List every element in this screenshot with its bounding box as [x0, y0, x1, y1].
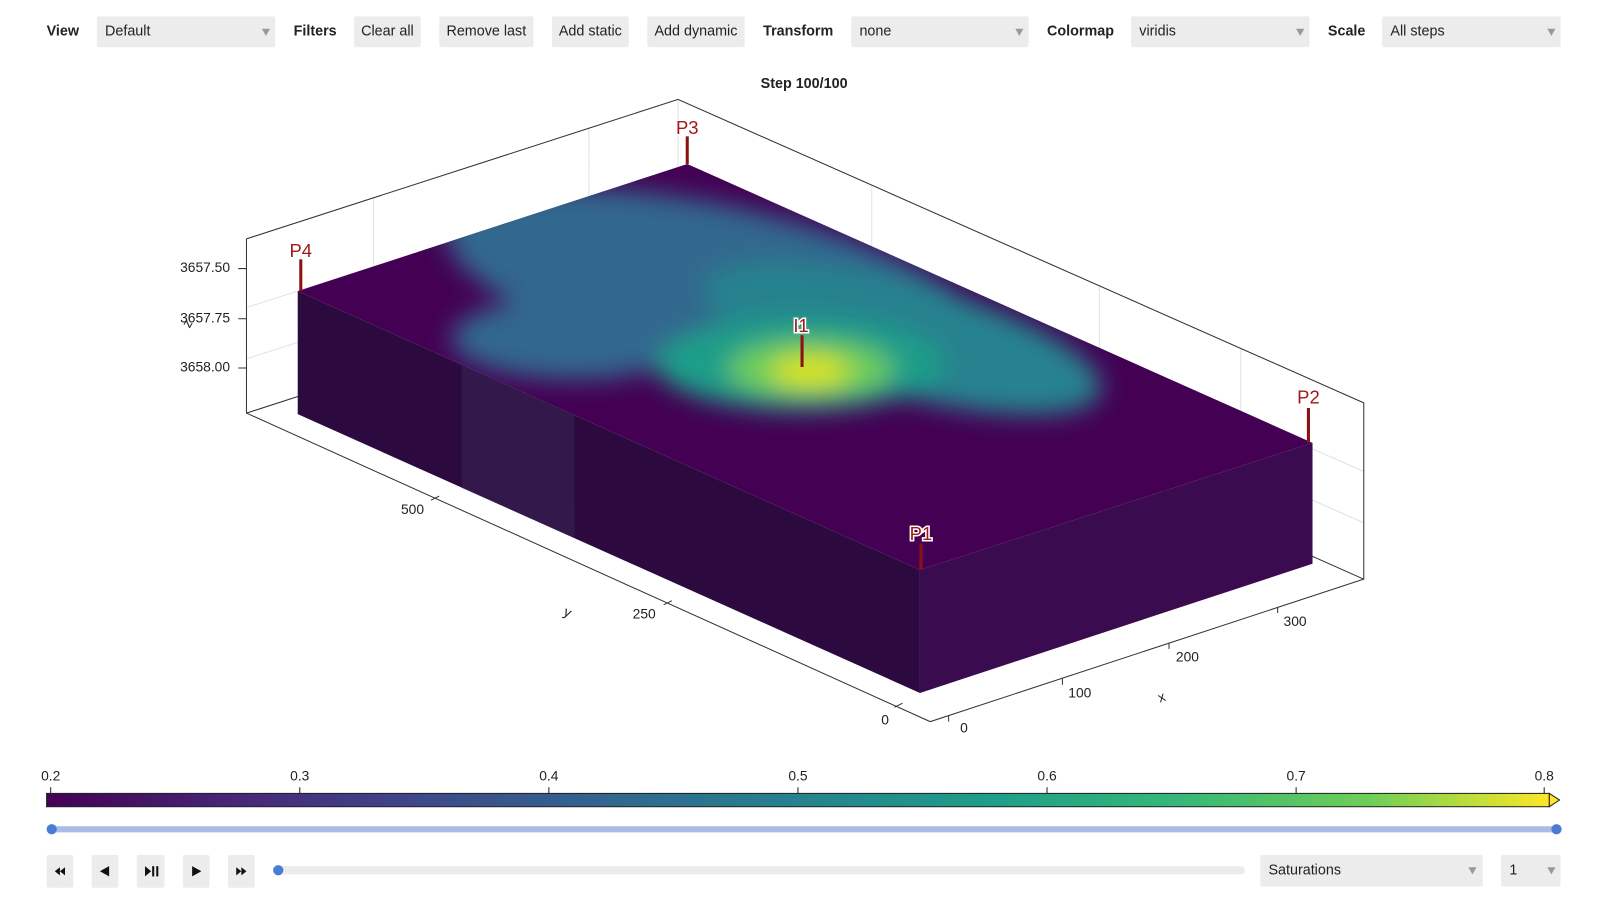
- playback-controls: Saturations 1: [46, 854, 1561, 888]
- colorbar-tick: 0.3: [290, 768, 310, 784]
- range-handle[interactable]: [46, 824, 57, 835]
- colorbar-tick: 0.7: [1287, 768, 1306, 784]
- button-label[interactable]: Clear all: [361, 24, 414, 40]
- button[interactable]: [354, 16, 421, 48]
- scale-dropdown[interactable]: All steps: [1382, 16, 1561, 48]
- button[interactable]: [439, 16, 534, 48]
- field-value[interactable]: Saturations: [1268, 863, 1341, 879]
- index-dropdown[interactable]: 1: [1501, 854, 1561, 887]
- play-pause-button[interactable]: [136, 854, 165, 888]
- time-handle[interactable]: [273, 865, 284, 876]
- time-slider[interactable]: [273, 865, 1245, 876]
- colorbar-tick: 0.8: [1535, 768, 1555, 784]
- well-label: P2: [1297, 387, 1320, 408]
- x-tick: 200: [1176, 649, 1199, 665]
- button[interactable]: [647, 16, 745, 48]
- view-value[interactable]: Default: [105, 24, 150, 40]
- button-label[interactable]: Add dynamic: [654, 24, 737, 40]
- well-label: P3: [676, 117, 699, 138]
- plot-title: Step 100/100: [761, 76, 848, 92]
- button-label[interactable]: Add static: [559, 24, 622, 40]
- colorbar-tick: 0.6: [1037, 768, 1057, 784]
- filters-label: Filters: [294, 24, 337, 40]
- scale-label: Scale: [1328, 24, 1366, 40]
- index-value[interactable]: 1: [1509, 863, 1517, 879]
- x-tick: 100: [1068, 685, 1091, 701]
- x-axis-label: x: [1155, 688, 1167, 705]
- colorbar-tick: 0.5: [788, 768, 808, 784]
- well-label: P4: [290, 240, 313, 261]
- well-label: P1: [910, 523, 933, 544]
- transform-value[interactable]: none: [859, 24, 891, 40]
- reservoir-block: [297, 164, 1313, 693]
- z-tick: 3657.50: [180, 259, 230, 275]
- transform-dropdown[interactable]: none: [851, 16, 1029, 48]
- field-dropdown[interactable]: Saturations: [1260, 854, 1483, 887]
- y-tick: 0: [881, 711, 889, 727]
- range-handle[interactable]: [1551, 824, 1562, 835]
- x-tick: 300: [1284, 613, 1307, 629]
- x-tick: 0: [960, 719, 968, 735]
- z-tick: 3658.00: [180, 359, 230, 375]
- rewind-button[interactable]: [46, 854, 74, 888]
- step-forward-button[interactable]: [182, 854, 210, 888]
- colorbar: 0.2 0.3 0.4 0.5 0.6 0.7 0.8: [41, 768, 1561, 808]
- colorbar-tick: 0.2: [41, 768, 60, 784]
- y-axis-label: y: [561, 603, 574, 620]
- colormap-dropdown[interactable]: viridis: [1131, 16, 1310, 48]
- transform-label: Transform: [763, 24, 833, 40]
- scale-value[interactable]: All steps: [1390, 24, 1444, 40]
- colorbar-tick: 0.4: [539, 768, 559, 784]
- y-tick: 500: [401, 501, 424, 517]
- view-dropdown[interactable]: Default: [96, 16, 276, 48]
- colormap-value[interactable]: viridis: [1139, 24, 1176, 40]
- colormap-label: Colormap: [1047, 24, 1114, 40]
- view-label: View: [47, 24, 80, 40]
- button[interactable]: [551, 16, 629, 48]
- toolbar: View Default Filters Clear all Remove la…: [47, 16, 1561, 48]
- well-label: I1: [793, 315, 808, 336]
- button-label[interactable]: Remove last: [446, 24, 526, 40]
- fast-forward-button[interactable]: [228, 854, 255, 888]
- step-back-button[interactable]: [91, 854, 119, 888]
- wells: P3 P4 I1 P2 P1: [288, 115, 1321, 570]
- range-slider[interactable]: [46, 824, 1562, 835]
- y-tick: 250: [633, 606, 656, 622]
- z-tick: 3657.75: [180, 309, 230, 325]
